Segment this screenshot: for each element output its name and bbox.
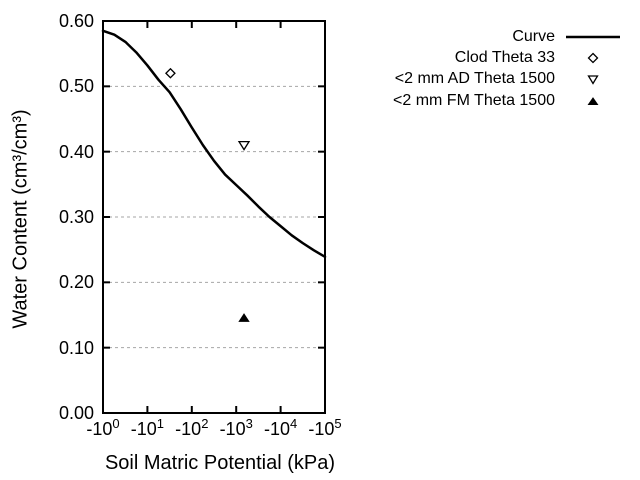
legend: Curve Clod Theta 33 <2 mm AD Theta 1500 … <box>335 26 630 111</box>
x-tick-label: -103 <box>219 416 253 439</box>
open-triangle-down-icon <box>555 73 630 85</box>
y-tick-label: 0.20 <box>58 272 94 293</box>
filled-triangle-up-icon <box>555 95 630 107</box>
legend-item-clod-theta-33: Clod Theta 33 <box>335 47 630 68</box>
legend-label-fm-theta-1500: <2 mm FM Theta 1500 <box>393 91 555 109</box>
y-tick-label: 0.50 <box>58 76 94 97</box>
x-tick-label: -100 <box>86 416 120 439</box>
marker-filled-triangle-up <box>238 313 250 322</box>
x-tick-label: -105 <box>308 416 342 439</box>
x-tick-label: -102 <box>175 416 209 439</box>
x-tick-label: -101 <box>130 416 165 439</box>
marker-open-diamond <box>165 67 176 79</box>
legend-item-curve: Curve <box>335 26 630 47</box>
x-tick-label: -104 <box>263 416 298 439</box>
curve-line-sample-icon <box>555 33 630 41</box>
open-diamond-icon <box>555 52 630 64</box>
legend-item-ad-theta-1500: <2 mm AD Theta 1500 <box>335 69 630 90</box>
y-tick-label: 0.00 <box>58 403 94 423</box>
marker-open-triangle-down <box>237 140 251 151</box>
legend-label-curve: Curve <box>512 27 555 45</box>
legend-label-ad-theta-1500: <2 mm AD Theta 1500 <box>394 70 555 88</box>
plot-border <box>102 20 326 414</box>
y-axis-title: Water Content (cm³/cm³) <box>9 109 32 329</box>
y-tick-label: 0.10 <box>58 337 94 358</box>
y-tick-label: 0.30 <box>58 207 94 227</box>
retention-curve <box>101 29 327 259</box>
x-axis-title: Soil Matric Potential (kPa) <box>104 452 336 474</box>
y-tick-label: 0.40 <box>58 141 94 162</box>
legend-item-fm-theta-1500: <2 mm FM Theta 1500 <box>335 90 630 111</box>
legend-label-clod-theta-33: Clod Theta 33 <box>454 48 555 66</box>
y-tick-label: 0.60 <box>58 11 94 31</box>
